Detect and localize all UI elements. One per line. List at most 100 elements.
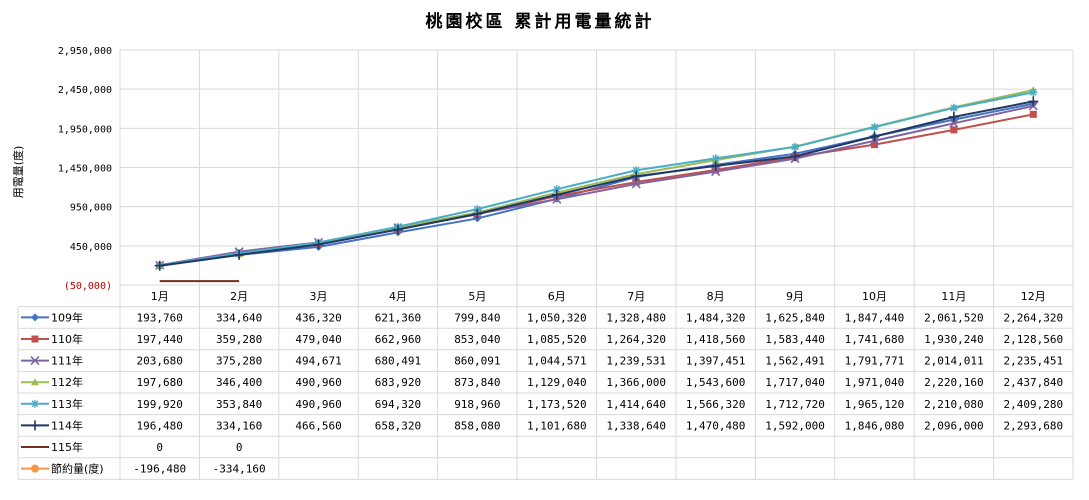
data-table-cell: 375,280 [216, 355, 262, 368]
legend-entry: 112年 [51, 375, 83, 389]
data-table-cell: 2,210,080 [924, 398, 984, 411]
data-table-cell: 1,470,480 [686, 419, 746, 432]
data-table-cell: 2,264,320 [1003, 311, 1063, 324]
data-table-cell: 490,960 [295, 376, 341, 389]
data-table-cell: 2,220,160 [924, 376, 984, 389]
data-table-cell: 1,566,320 [686, 398, 746, 411]
data-point [472, 208, 483, 219]
data-table-cell: 2,293,680 [1003, 419, 1063, 432]
data-table-cell: 1,101,680 [527, 419, 587, 432]
data-table-cell: 334,640 [216, 311, 262, 324]
data-table-cell: 1,847,440 [845, 311, 905, 324]
data-table-cell: 1,418,560 [686, 333, 746, 346]
x-tick-label: 7月 [627, 290, 645, 303]
data-table-cell: 853,040 [454, 333, 500, 346]
legend-entry: 114年 [51, 418, 83, 432]
data-table-cell: 1,741,680 [845, 333, 905, 346]
data-point [31, 378, 39, 386]
data-table-cell: 193,760 [137, 311, 183, 324]
data-point [869, 131, 880, 142]
data-table-cell: 353,840 [216, 398, 262, 411]
legend-entry: 110年 [51, 332, 83, 346]
data-point [710, 160, 721, 171]
data-table-cell: 1,328,480 [606, 311, 666, 324]
chart-title: 桃園校區 累計用電量統計 [426, 11, 655, 32]
data-table-cell: 479,040 [295, 333, 341, 346]
data-point [31, 313, 39, 322]
grid [17, 49, 1074, 480]
legend-entry: 節約量(度) [51, 462, 104, 476]
data-table-cell: 1,712,720 [765, 398, 825, 411]
data-table-cell: 1,264,320 [606, 333, 666, 346]
data-table-cell: 359,280 [216, 333, 262, 346]
y-tick-label: (50,000) [64, 281, 112, 292]
data-table-cell: 918,960 [454, 398, 500, 411]
data-table-cell: 0 [236, 441, 243, 454]
data-table-cell: 1,129,040 [527, 376, 587, 389]
data-point [949, 118, 959, 128]
data-table-cell: 203,680 [137, 355, 183, 368]
data-point [30, 356, 40, 366]
data-table-cell: 334,160 [216, 419, 262, 432]
y-tick-label: 950,000 [70, 203, 112, 214]
data-table-cell: 2,014,011 [924, 355, 984, 368]
x-tick-label: 6月 [548, 290, 566, 303]
data-point [791, 142, 800, 151]
legend-entry: 109年 [51, 310, 83, 324]
series-line [159, 91, 1034, 267]
y-tick-label: 1,950,000 [58, 124, 112, 135]
data-point [632, 178, 640, 186]
legend-entry: 115年 [51, 440, 83, 454]
y-axis-label: 用電量(度) [11, 146, 25, 199]
x-tick-label: 2月 [230, 290, 248, 303]
data-table-cell: 346,400 [216, 376, 262, 389]
y-tick-label: 2,450,000 [58, 85, 112, 96]
data-table-cell: 1,543,600 [686, 376, 746, 389]
data-point [632, 166, 641, 175]
data-table-cell: 1,085,520 [527, 333, 587, 346]
data-table-cell: 436,320 [295, 311, 341, 324]
x-tick-label: 1月 [151, 290, 169, 303]
data-point [1028, 96, 1039, 107]
data-table-cell: 662,960 [375, 333, 421, 346]
data-table-cell: 196,480 [137, 419, 183, 432]
data-table-cell: 1,044,571 [527, 355, 587, 368]
data-table-cell: 2,096,000 [924, 419, 984, 432]
data-table-cell: 1,971,040 [845, 376, 905, 389]
data-table-cell: 466,560 [295, 419, 341, 432]
data-point [790, 151, 801, 162]
data-table-cell: -196,480 [133, 463, 186, 476]
data-table-cell: 1,717,040 [765, 376, 825, 389]
data-point [1029, 110, 1037, 118]
y-tick-label: 1,450,000 [58, 164, 112, 175]
data-table-cell: 1,583,440 [765, 333, 825, 346]
data-table-cell: 197,680 [137, 376, 183, 389]
data-point [870, 141, 878, 149]
data-point [551, 189, 562, 200]
data-table-cell: 873,840 [454, 376, 500, 389]
x-tick-label: 4月 [389, 290, 407, 303]
data-table-cell: -334,160 [213, 463, 266, 476]
x-tick-label: 11月 [941, 290, 966, 303]
data-point [711, 167, 721, 177]
data-table-cell: 1,366,000 [606, 376, 666, 389]
data-table-cell: 0 [156, 441, 163, 454]
x-tick-label: 8月 [707, 290, 725, 303]
data-point [950, 126, 958, 134]
data-point [30, 420, 40, 431]
x-tick-label: 12月 [1021, 290, 1046, 303]
series-lines [154, 86, 1039, 283]
data-table-cell: 799,840 [454, 311, 500, 324]
series-line [159, 100, 1034, 267]
data-table-cell: 1,625,840 [765, 311, 825, 324]
data-table-cell: 621,360 [375, 311, 421, 324]
data-table-cell: 1,173,520 [527, 398, 587, 411]
data-table-cell: 1,791,771 [845, 355, 905, 368]
data-point [31, 335, 39, 343]
data-table-cell: 1,050,320 [527, 311, 587, 324]
data-table-cell: 197,440 [137, 333, 183, 346]
data-table-cell: 1,397,451 [686, 355, 746, 368]
y-tick-labels: (50,000) 450,000 950,000 1,450,000 1,950,000… [58, 46, 112, 292]
data-point [948, 111, 959, 122]
data-table-cell: 1,414,640 [606, 398, 666, 411]
